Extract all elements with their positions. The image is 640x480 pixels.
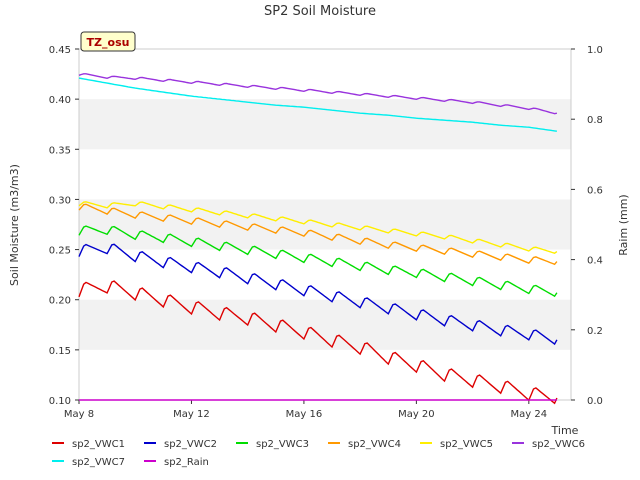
series-line-sp2_VWC5 xyxy=(78,201,558,254)
y-axis-ticks: 0.10 0.15 0.20 0.25 0.30 0.35 0.40 0.45 xyxy=(49,45,79,407)
series-line-sp2_VWC7 xyxy=(78,77,557,132)
y2-tick-label: 0.0 xyxy=(587,396,603,407)
x-tick-label: May 12 xyxy=(173,409,210,420)
series-line-sp2_VWC2 xyxy=(78,243,558,346)
y2-tick-label: 1.0 xyxy=(587,45,603,56)
series-lines xyxy=(78,73,558,405)
y-tick-label: 0.35 xyxy=(49,145,71,156)
y2-tick-label: 0.4 xyxy=(587,256,603,267)
series-line-sp2_VWC1 xyxy=(78,280,558,405)
y2-axis-ticks: 0.0 0.2 0.4 0.6 0.8 1.0 xyxy=(571,45,603,407)
legend: sp2_VWC1 sp2_VWC2 sp2_VWC3 sp2_VWC4 sp2_VWC5… xyxy=(52,439,585,468)
legend-label: sp2_VWC3 xyxy=(256,439,309,450)
series-line-sp2_VWC6 xyxy=(78,73,558,115)
legend-label: sp2_VWC7 xyxy=(72,457,125,468)
y-tick-label: 0.40 xyxy=(49,95,71,106)
site-badge-text: TZ_osu xyxy=(87,36,130,49)
y2-tick-label: 0.8 xyxy=(587,115,603,126)
chart-title: SP2 Soil Moisture xyxy=(264,4,376,19)
legend-label: sp2_Rain xyxy=(164,457,209,468)
legend-label: sp2_VWC4 xyxy=(348,439,401,450)
site-badge-box xyxy=(80,31,136,52)
y2-tick-label: 0.2 xyxy=(587,326,603,337)
y-axis-label: Soil Moisture (m3/m3) xyxy=(8,164,21,286)
y-tick-label: 0.25 xyxy=(49,246,71,257)
y-tick-label: 0.15 xyxy=(49,346,71,357)
x-tick-label: May 16 xyxy=(286,409,323,420)
y2-axis-label: Raim (mm) xyxy=(617,194,630,255)
grid-band xyxy=(79,299,571,350)
y-tick-label: 0.10 xyxy=(49,396,71,407)
y-tick-label: 0.20 xyxy=(49,296,71,307)
x-tick-label: May 8 xyxy=(64,409,94,420)
series-line-sp2_VWC4 xyxy=(78,203,558,266)
legend-label: sp2_VWC2 xyxy=(164,439,217,450)
x-axis-label: Time xyxy=(551,424,579,437)
legend-label: sp2_VWC1 xyxy=(72,439,125,450)
y-tick-label: 0.45 xyxy=(49,45,71,56)
series-line-sp2_VWC3 xyxy=(78,225,558,298)
y-tick-label: 0.30 xyxy=(49,195,71,206)
legend-label: sp2_VWC6 xyxy=(532,439,585,450)
legend-label: sp2_VWC5 xyxy=(440,439,493,450)
site-badge: TZ_osu xyxy=(80,31,136,52)
y2-tick-label: 0.6 xyxy=(587,185,603,196)
x-tick-label: May 24 xyxy=(511,409,548,420)
x-tick-label: May 20 xyxy=(398,409,435,420)
